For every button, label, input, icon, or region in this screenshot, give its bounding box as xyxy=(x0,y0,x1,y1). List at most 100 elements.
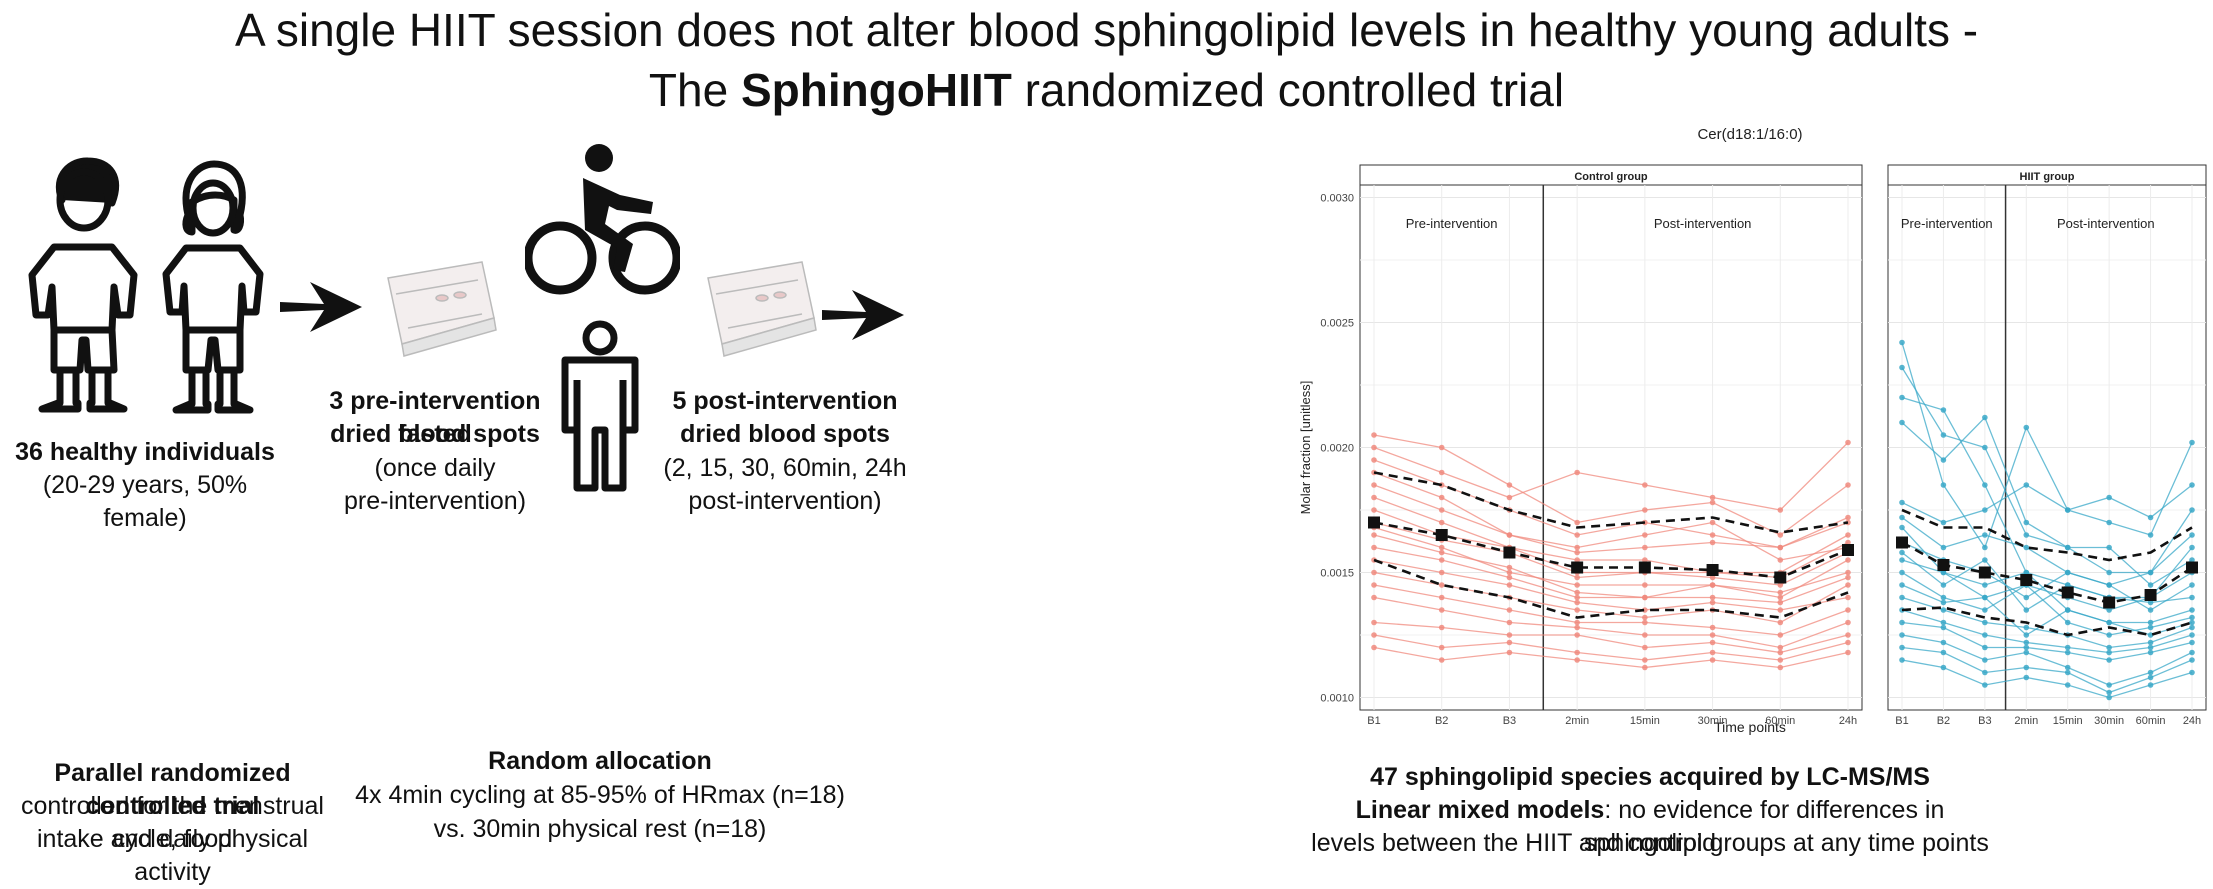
standing-person-icon xyxy=(561,320,639,492)
participant-point xyxy=(2189,649,2195,656)
participant-line xyxy=(1901,516,2193,586)
participant-point xyxy=(2189,594,2195,601)
participant-point xyxy=(2064,507,2071,513)
participant-point xyxy=(1642,614,1648,621)
participant-point xyxy=(2147,682,2154,688)
participant-point xyxy=(1982,414,1988,421)
participant-point xyxy=(1574,594,1580,601)
x-tick-label: B3 xyxy=(1503,715,1516,727)
arrow-right-icon xyxy=(822,290,904,340)
participant-point xyxy=(2106,569,2112,576)
participant-point xyxy=(1642,507,1648,513)
participant-point xyxy=(1506,607,1513,613)
participant-point xyxy=(1506,639,1513,646)
x-tick-label: B3 xyxy=(1978,715,1991,727)
mean-marker xyxy=(2144,589,2157,601)
participant-point xyxy=(1899,549,1905,556)
participant-point xyxy=(1642,632,1648,638)
post-spots-line2: dried blood spots xyxy=(680,420,890,448)
participant-line xyxy=(1901,367,2193,574)
dried-blood-spot-card-icon xyxy=(387,261,497,357)
participant-point xyxy=(2023,594,2030,601)
x-tick-label: 60min xyxy=(1765,715,1795,727)
quantile-lower-line xyxy=(1901,606,2193,637)
participant-point xyxy=(1982,607,1988,613)
participant-point xyxy=(1709,594,1716,601)
participant-point xyxy=(1899,499,1905,506)
participant-point xyxy=(1777,557,1784,563)
trial-line2: intake and daily physical activity xyxy=(37,825,308,886)
participant-line xyxy=(1373,546,1849,604)
participant-point xyxy=(1777,582,1784,588)
participant-point xyxy=(2189,557,2195,563)
participant-point xyxy=(1982,482,1988,488)
figure-title-line1: A single HIIT session does not alter blo… xyxy=(234,4,1979,56)
participant-point xyxy=(2189,639,2195,646)
participant-point xyxy=(1709,649,1716,656)
y-tick-label: 0.0015 xyxy=(1320,568,1354,580)
participant-line xyxy=(1373,442,1849,511)
phase-label-post: Post-intervention xyxy=(1654,216,1752,231)
mean-marker xyxy=(1937,559,1950,571)
participant-line xyxy=(1373,471,1849,561)
x-tick-label: B2 xyxy=(1435,715,1448,727)
mean-line xyxy=(1901,541,2193,604)
participant-point xyxy=(1371,507,1377,513)
participant-point xyxy=(1709,539,1716,546)
participant-point xyxy=(2106,632,2112,638)
participant-point xyxy=(1899,632,1905,638)
x-tick-label: 30min xyxy=(1698,715,1728,727)
participant-point xyxy=(1777,607,1784,613)
x-tick-label: 15min xyxy=(1630,715,1660,727)
participant-point xyxy=(1982,582,1988,588)
participant-point xyxy=(1574,619,1580,626)
participant-point xyxy=(1506,649,1513,656)
y-tick-label: 0.0020 xyxy=(1320,443,1354,455)
participant-point xyxy=(1940,607,1947,613)
participant-point xyxy=(2023,674,2030,681)
participant-point xyxy=(1709,499,1716,506)
participant-point xyxy=(1777,594,1784,601)
participant-point xyxy=(2064,644,2071,651)
participant-point xyxy=(1574,574,1580,581)
trial-heading: Parallel randomized controlled trial xyxy=(54,759,291,820)
participant-point xyxy=(1940,407,1947,413)
allocation-line2: vs. 30min physical rest (n=18) xyxy=(433,815,767,843)
participant-point xyxy=(2106,494,2112,501)
participant-point xyxy=(2064,607,2071,613)
participant-point xyxy=(1438,444,1445,451)
participant-point xyxy=(1845,574,1851,581)
participant-point xyxy=(1642,657,1648,663)
participant-point xyxy=(2147,607,2154,613)
participant-point xyxy=(1940,639,1947,646)
participant-point xyxy=(1845,594,1851,601)
mean-marker xyxy=(2103,596,2116,609)
participant-line xyxy=(1901,596,2193,649)
participant-point xyxy=(1506,494,1513,501)
participant-point xyxy=(1982,532,1988,538)
participant-point xyxy=(1371,619,1377,626)
chart-title: Cer(d18:1/16:0) xyxy=(1697,126,1802,143)
participant-point xyxy=(1940,544,1947,551)
participant-point xyxy=(2147,569,2154,576)
participant-point xyxy=(1777,649,1784,656)
participant-point xyxy=(1940,624,1947,631)
participant-point xyxy=(1899,657,1905,663)
participant-point xyxy=(2189,619,2195,626)
participant-point xyxy=(2189,669,2195,676)
participant-point xyxy=(2147,639,2154,646)
participant-point xyxy=(1982,682,1988,688)
participant-point xyxy=(2106,619,2112,626)
participant-point xyxy=(2064,569,2071,576)
participant-point xyxy=(1709,519,1716,526)
participant-line xyxy=(1373,496,1849,574)
participant-point xyxy=(1371,444,1377,451)
participant-line xyxy=(1373,596,1849,649)
y-axis-label: Molar fraction [unitless] xyxy=(1298,381,1313,515)
participant-point xyxy=(2106,519,2112,526)
participant-point xyxy=(1777,657,1784,663)
male-person-icon xyxy=(28,157,138,413)
participant-line xyxy=(1901,551,2193,611)
participant-point xyxy=(1845,482,1851,488)
post-spots-line3: (2, 15, 30, 60min, 24h xyxy=(663,454,907,482)
